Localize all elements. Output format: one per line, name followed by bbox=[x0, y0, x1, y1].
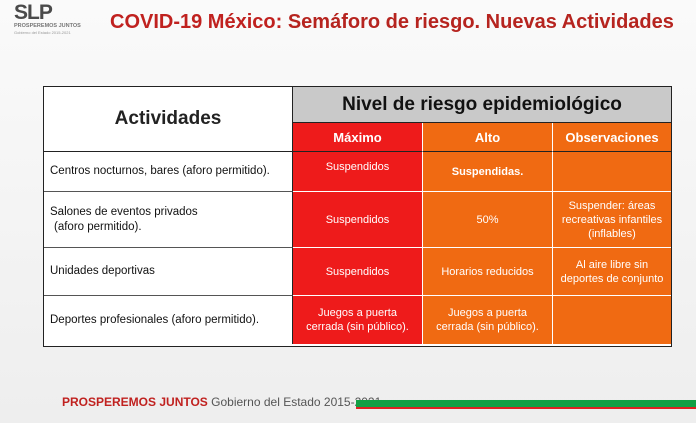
row2-actividad: Salones de eventos privados (aforo permi… bbox=[44, 192, 293, 248]
header-maximo: Máximo bbox=[293, 123, 423, 152]
row1-observaciones bbox=[553, 152, 671, 192]
row2-obs-line3: (inflables) bbox=[588, 227, 636, 240]
logo-mark: SLP bbox=[14, 1, 53, 24]
row4-actividad: Deportes profesionales (aforo permitido)… bbox=[44, 296, 293, 344]
row3-alto: Horarios reducidos bbox=[423, 248, 553, 296]
row3-actividad: Unidades deportivas bbox=[44, 248, 293, 296]
header-activities: Actividades bbox=[44, 87, 293, 152]
row4-max-line1: Juegos a puerta bbox=[318, 307, 397, 319]
row2-actividad-line1: Salones de eventos privados bbox=[50, 205, 198, 218]
footer: PROSPEREMOS JUNTOS Gobierno del Estado 2… bbox=[62, 395, 381, 409]
title-part1: COVID-19 México: bbox=[110, 11, 283, 33]
row2-alto: 50% bbox=[423, 192, 553, 248]
footer-green-bar bbox=[356, 400, 696, 407]
row4-alto-line2: cerrada (sin público). bbox=[436, 321, 539, 333]
slp-logo: SLP PROSPEREMOS JUNTOS Gobierno del Esta… bbox=[14, 2, 86, 38]
footer-government: Gobierno del Estado 2015-2021 bbox=[211, 395, 382, 409]
row3-obs-line2: deportes de conjunto bbox=[560, 272, 664, 285]
row4-alto-line1: Juegos a puerta bbox=[448, 307, 527, 319]
row1-maximo: Suspendidos bbox=[293, 152, 423, 192]
row2-obs-line2: recreativas infantiles bbox=[561, 213, 663, 226]
row4-observaciones bbox=[553, 296, 671, 344]
page-title: COVID-19 México: Semáforo de riesgo. Nue… bbox=[110, 11, 674, 34]
title-part2: Semáforo de riesgo. Nuevas Actividades bbox=[287, 11, 674, 33]
footer-red-line bbox=[356, 407, 696, 409]
row4-maximo: Juegos a puerta cerrada (sin público). bbox=[293, 296, 423, 344]
risk-table: Actividades Nivel de riesgo epidemiológi… bbox=[43, 86, 672, 347]
header-alto: Alto bbox=[423, 123, 553, 152]
row2-maximo: Suspendidos bbox=[293, 192, 423, 248]
row1-actividad: Centros nocturnos, bares (aforo permitid… bbox=[44, 152, 293, 192]
row4-alto: Juegos a puerta cerrada (sin público). bbox=[423, 296, 553, 344]
footer-brand: PROSPEREMOS JUNTOS bbox=[62, 395, 208, 409]
row2-observaciones: Suspender: áreas recreativas infantiles … bbox=[553, 192, 671, 248]
header-observaciones: Observaciones bbox=[553, 123, 671, 152]
header-risk-level: Nivel de riesgo epidemiológico bbox=[293, 87, 671, 123]
row3-obs-line1: Al aire libre sin bbox=[575, 258, 649, 271]
logo-line1: PROSPEREMOS JUNTOS bbox=[14, 23, 81, 29]
row2-obs-line1: Suspender: áreas bbox=[568, 199, 656, 212]
logo-line2: Gobierno del Estado 2015-2021 bbox=[14, 30, 71, 35]
row2-actividad-line2: (aforo permitido). bbox=[54, 220, 142, 233]
row4-max-line2: cerrada (sin público). bbox=[306, 321, 409, 333]
row1-alto: Suspendidas. bbox=[423, 152, 553, 192]
row3-maximo: Suspendidos bbox=[293, 248, 423, 296]
row3-observaciones: Al aire libre sin deportes de conjunto bbox=[553, 248, 671, 296]
